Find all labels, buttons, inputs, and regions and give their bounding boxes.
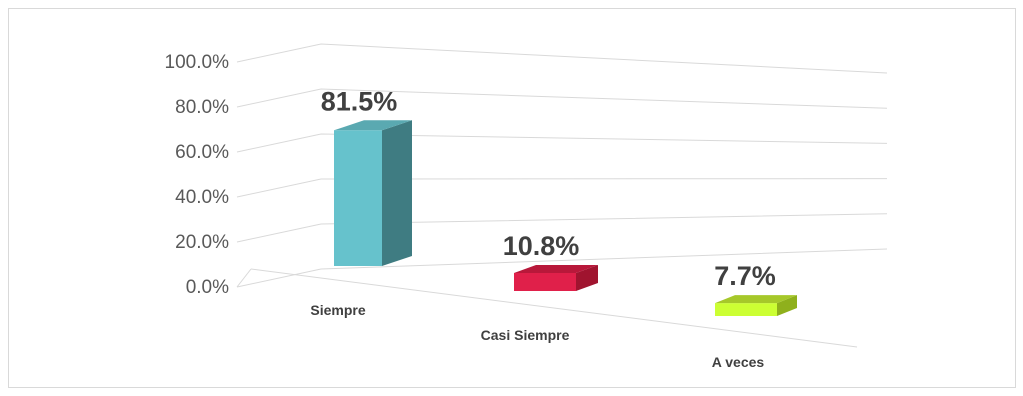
data-label: 7.7% (714, 261, 776, 291)
floor-front-edge (250, 268, 858, 348)
bar-2-front (514, 273, 576, 291)
y-tick-label: 0.0% (186, 277, 229, 298)
bar-1-top (334, 120, 412, 131)
category-label: A veces (712, 354, 765, 370)
bar-chart: 0.0% 20.0% 40.0% 60.0% 80.0% 100.0% 81.5% Siemp… (165, 43, 888, 370)
category-label: Casi Siempre (481, 327, 570, 343)
bar-3-top (715, 295, 797, 304)
gridline (236, 213, 888, 243)
bar-1-side (382, 120, 412, 267)
bar-2-side (576, 265, 598, 291)
bar-2-top (514, 265, 598, 274)
y-tick-label: 40.0% (175, 187, 229, 208)
data-label: 10.8% (503, 231, 580, 261)
gridline (236, 133, 888, 153)
bar-3-front (715, 303, 777, 316)
floor-back-line (236, 248, 888, 288)
y-tick-label: 100.0% (165, 52, 230, 73)
bar-3-side (777, 295, 797, 316)
gridline (236, 178, 888, 198)
chart-area: 0.0% 20.0% 40.0% 60.0% 80.0% 100.0% 81.5% Siemp… (8, 8, 1016, 388)
bar-1-front (334, 130, 382, 266)
y-tick-label: 80.0% (175, 97, 229, 118)
y-tick-label: 60.0% (175, 142, 229, 163)
category-label: Siempre (310, 302, 365, 318)
y-tick-label: 20.0% (175, 232, 229, 253)
data-label: 81.5% (321, 86, 398, 116)
floor-side-edge (236, 268, 252, 288)
gridline (236, 43, 888, 74)
gridline (236, 88, 888, 109)
